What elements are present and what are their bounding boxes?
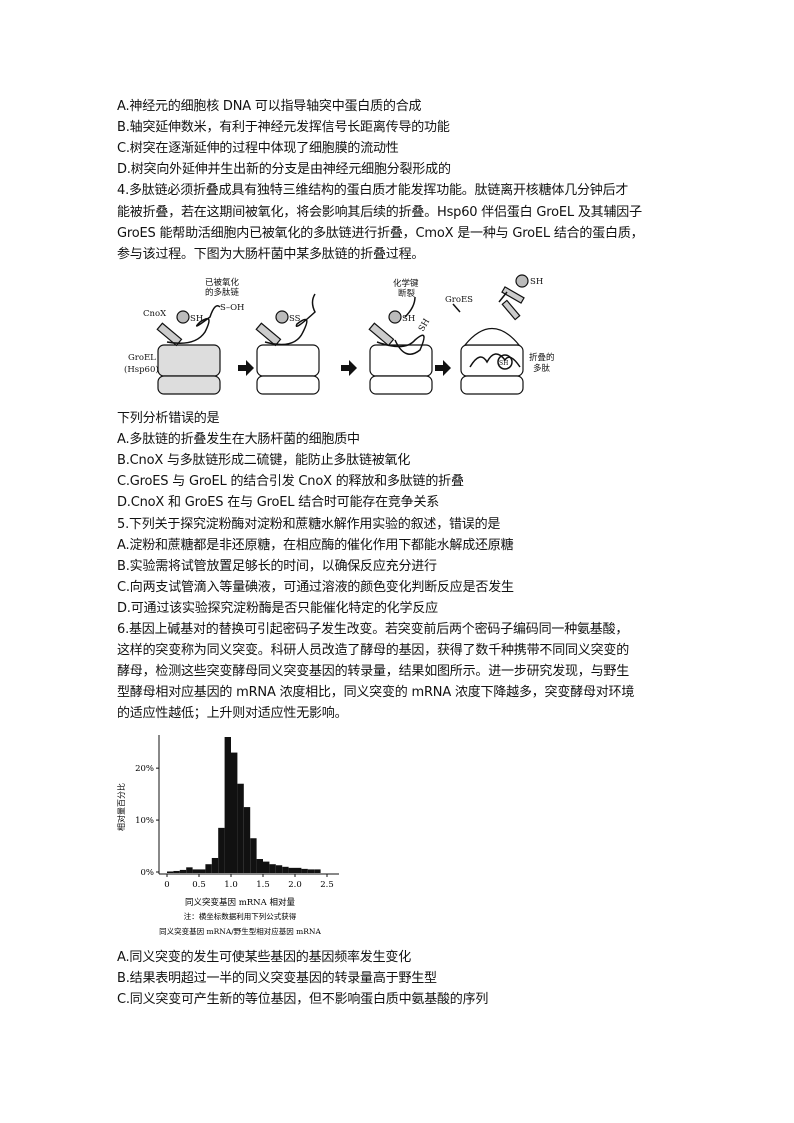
histogram-bar (269, 864, 276, 873)
text-line: B.轴突延伸数米，有利于神经元发挥信号长距离传导的功能 (117, 120, 450, 136)
label-groes: GroES (445, 295, 473, 305)
text-line: 5.下列关于探究淀粉酶对淀粉和蔗糖水解作用实验的叙述，错误的是 (117, 516, 501, 532)
text-line: A.神经元的细胞核 DNA 可以指导轴突中蛋白质的合成 (117, 99, 422, 114)
text-line: D.CnoX 和 GroES 在与 GroEL 结合时可能存在竞争关系 (117, 495, 440, 511)
label-oxidized-2: 的多肽链 (205, 287, 240, 298)
histogram-bar (211, 857, 219, 873)
text-line: 能被折叠，若在这期间被氧化，将会影响其后续的折叠。Hsp60 伴侣蛋白 GroE… (117, 204, 642, 220)
label-ss: SS (289, 314, 301, 324)
text-line: 酵母，检测这些突变酵母同义突变基因的转录量，结果如图所示。进一步研究发现，与野生 (117, 664, 630, 680)
label-folded-1: 折叠的 (529, 352, 555, 363)
label-sh-2: SH (402, 314, 415, 324)
histogram-bar (199, 869, 206, 873)
histogram-bar (256, 859, 263, 873)
x-tick-label: 1.0 (224, 880, 238, 890)
text-line: D.可通过该实验探究淀粉酶是否只能催化特定的化学反应 (117, 600, 438, 616)
chart-note-1: 注：横坐标数据利用下列公式获得 (184, 911, 297, 921)
label-sh: SH (190, 314, 203, 324)
y-tick-label: 10% (135, 816, 154, 826)
mrna-histogram: 0 0.5 1.0 1.5 2.0 2.5 0% 10% 20% 相对量百分比 同义突变基因 m… (116, 735, 339, 936)
text-line: B.CnoX 与多肽链形成二硫键，能防止多肽链被氧化 (117, 453, 411, 469)
text-line: 型酵母相对应基因的 mRNA 浓度相比，同义突变的 mRNA 浓度下降越多，突变… (117, 685, 635, 701)
y-tick-label: 20% (135, 764, 154, 774)
text-line: C.向两支试管滴入等量碘液，可通过溶液的颜色变化判断反应是否发生 (117, 579, 514, 595)
histogram-bar (243, 807, 251, 873)
text-line: 这样的突变称为同义突变。科研人员改造了酵母的基因，获得了数千种携带不同同义突变的 (117, 643, 630, 659)
text-line: C.同义突变可产生新的等位基因，但不影响蛋白质中氨基酸的序列 (117, 992, 489, 1008)
histogram-bar (192, 869, 199, 873)
label-bond-2: 断裂 (398, 288, 416, 299)
histogram-bar (275, 865, 283, 873)
histogram-bar (205, 864, 212, 873)
text-line: 参与该过程。下图为大肠杆菌中某多肽链的折叠过程。 (117, 246, 425, 262)
label-soh: S–OH (220, 303, 244, 313)
protein-folding-diagram: 已被氧化 的多肽链 CnoX SH S–OH SS 化学键 断裂 SH SH G… (124, 274, 555, 395)
text-line: 4.多肽链必须折叠成具有独特三维结构的蛋白质才能发挥功能。肽链离开核糖体几分钟后… (117, 183, 629, 199)
text-line: GroES 能帮助活细胞内已被氧化的多肽链进行折叠，CmoX 是一种与 GroE… (117, 225, 644, 241)
histogram-bar (173, 870, 180, 873)
histogram-bar (314, 869, 321, 873)
text-line: B.结果表明超过一半的同义突变基因的转录量高于野生型 (117, 971, 437, 987)
label-sh-folded: SH (499, 360, 508, 367)
histogram-bar (263, 861, 270, 873)
text-line: A.同义突变的发生可使某些基因的基因频率发生变化 (117, 950, 411, 965)
label-sh-free: SH (530, 277, 543, 287)
histogram-bar (224, 737, 231, 873)
label-oxidized-1: 已被氧化 (205, 277, 240, 288)
text-line: C.GroES 与 GroEL 的结合引发 CnoX 的释放和多肽链的折叠 (117, 474, 464, 490)
text-line: C.树突在逐渐延伸的过程中体现了细胞膜的流动性 (117, 141, 399, 157)
histogram-bar (167, 871, 174, 873)
label-groel: GroEL (128, 353, 156, 363)
x-tick-label: 0.5 (192, 880, 206, 890)
label-hsp60: (Hsp60) (124, 364, 159, 375)
histogram-bar (250, 838, 257, 873)
histogram-bar (237, 783, 244, 873)
text-line: 6.基因上碱基对的替换可引起密码子发生改变。若突变前后两个密码子编码同一种氨基酸… (117, 622, 629, 637)
text-line: 的适应性越低；上升则对适应性无影响。 (117, 706, 348, 722)
label-cnox: CnoX (143, 309, 167, 319)
histogram-bar (301, 868, 308, 873)
x-tick-label: 1.5 (256, 880, 270, 890)
text-line: A.淀粉和蔗糖都是非还原糖，在相应酶的催化作用下都能水解成还原糖 (117, 537, 514, 553)
label-sh-broken: SH (417, 317, 432, 333)
y-tick-label: 0% (141, 868, 155, 878)
chart-note-2: 同义突变基因 mRNA/野生型相对应基因 mRNA (159, 926, 321, 936)
histogram-bar (231, 752, 238, 873)
histogram-bar (179, 869, 187, 873)
x-tick-label: 2.5 (320, 880, 334, 890)
histogram-bar (288, 867, 295, 873)
text-line: 下列分析错误的是 (117, 411, 220, 426)
text-line: B.实验需将试管放置足够长的时间，以确保反应充分进行 (117, 558, 437, 574)
text-line: D.树突向外延伸并生出新的分支是由神经元细胞分裂形成的 (117, 162, 451, 178)
histogram-bar (307, 869, 315, 873)
histogram-bar (295, 867, 302, 873)
y-axis-label: 相对量百分比 (116, 783, 126, 831)
label-folded-2: 多肽 (533, 363, 551, 374)
x-tick-label: 2.0 (288, 880, 302, 890)
histogram-bar (186, 867, 193, 873)
x-tick-label: 0 (164, 880, 169, 890)
label-bond-1: 化学键 (393, 278, 419, 289)
histogram-bar (218, 827, 225, 873)
histogram-bar (282, 866, 289, 873)
text-line: A.多肽链的折叠发生在大肠杆菌的细胞质中 (117, 432, 360, 448)
x-axis-label: 同义突变基因 mRNA 相对量 (185, 897, 295, 908)
